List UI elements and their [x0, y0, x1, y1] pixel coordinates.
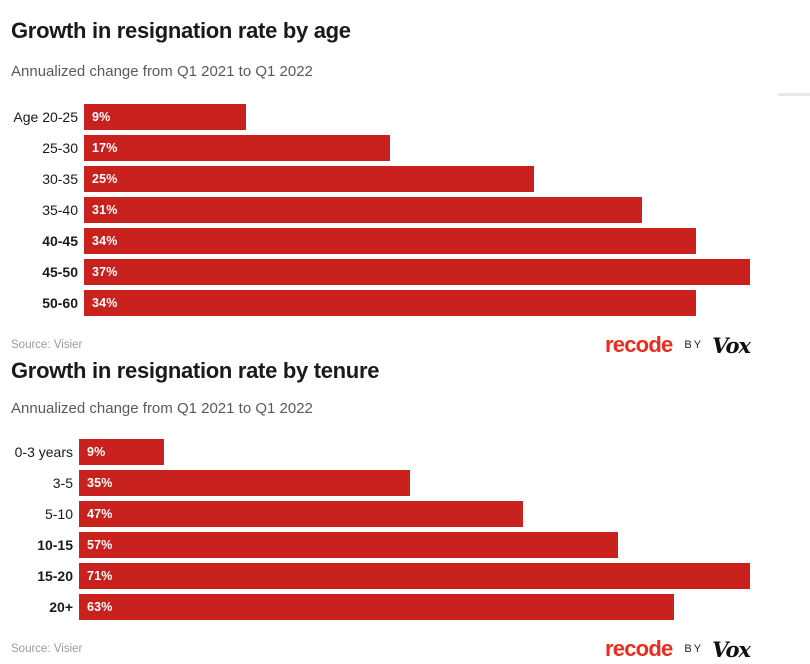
chart-row: 20+ 63%: [0, 591, 810, 622]
source-credit: Source: Visier: [11, 339, 83, 351]
chart-row: 50-60 34%: [0, 287, 810, 318]
chart-section-age: Growth in resignation rate by age Annual…: [0, 18, 810, 358]
category-label: 10-15: [37, 536, 73, 553]
by-label: BY: [684, 339, 704, 351]
bar: 9%: [79, 438, 164, 465]
category-label: 25-30: [42, 139, 78, 156]
chart-row: 45-50 37%: [0, 256, 810, 287]
recode-logo: recode: [605, 332, 673, 357]
category-label: 3-5: [52, 474, 73, 491]
chart-row: 15-20 71%: [0, 560, 810, 591]
page-title: Growth in resignation rate by age: [11, 18, 351, 43]
chart-row: 25-30 17%: [0, 132, 810, 163]
chart-row: 30-35 25%: [0, 163, 810, 194]
chart-row: 10-15 57%: [0, 529, 810, 560]
bar-value-label: 34%: [92, 233, 118, 248]
bar: 31%: [84, 196, 642, 223]
category-label: 30-35: [42, 170, 78, 187]
bar: 35%: [79, 469, 410, 496]
bar-value-label: 35%: [87, 475, 113, 490]
bar-chart-age: Age 20-25 9% 25-30 17% 30-35 25% 35-40 31% 40-45…: [0, 101, 810, 318]
bar-value-label: 47%: [87, 506, 113, 521]
category-label: 40-45: [42, 232, 78, 249]
bar-value-label: 71%: [87, 568, 113, 583]
bar: 17%: [84, 134, 390, 161]
chart-row: 3-5 35%: [0, 467, 810, 498]
bar: 57%: [79, 531, 618, 558]
category-label: 35-40: [42, 201, 78, 218]
bar-value-label: 34%: [92, 295, 118, 310]
chart-subtitle-tenure: Annualized change from Q1 2021 to Q1 202…: [11, 400, 313, 417]
category-label: 45-50: [42, 263, 78, 280]
chart-row: 35-40 31%: [0, 194, 810, 225]
recode-by-vox-logo: recode BY Vox: [605, 332, 751, 358]
bar-value-label: 57%: [87, 537, 113, 552]
category-label: 20+: [49, 598, 73, 615]
category-label: 50-60: [42, 294, 78, 311]
by-label: BY: [684, 643, 704, 655]
bar: 9%: [84, 103, 246, 130]
category-label: 15-20: [37, 567, 73, 584]
bar-value-label: 63%: [87, 599, 113, 614]
bar-value-label: 31%: [92, 202, 118, 217]
chart-row: 5-10 47%: [0, 498, 810, 529]
chart-page: Growth in resignation rate by age Annual…: [0, 18, 810, 664]
page-title-tenure: Growth in resignation rate by tenure: [11, 358, 380, 383]
chart-row: Age 20-25 9%: [0, 101, 810, 132]
bar: 71%: [79, 562, 750, 589]
bar: 34%: [84, 227, 696, 254]
bar-value-label: 25%: [92, 171, 118, 186]
bar: 47%: [79, 500, 523, 527]
bar: 63%: [79, 593, 674, 620]
category-label: 0-3 years: [14, 443, 73, 460]
chart-subtitle: Annualized change from Q1 2021 to Q1 202…: [11, 63, 313, 80]
recode-logo: recode: [605, 636, 673, 661]
bar-value-label: 17%: [92, 140, 118, 155]
category-label: Age 20-25: [13, 108, 78, 125]
vox-logo: Vox: [712, 332, 751, 358]
chart-row: 0-3 years 9%: [0, 436, 810, 467]
chart-section-tenure: Growth in resignation rate by tenure Ann…: [0, 358, 810, 662]
bar-value-label: 9%: [92, 109, 111, 124]
chart-footer: Source: Visier recode BY Vox: [0, 332, 810, 358]
bar: 34%: [84, 289, 696, 316]
bar-chart-tenure: 0-3 years 9% 3-5 35% 5-10 47% 10-15 57% 15-20 71%…: [0, 436, 810, 622]
bar-value-label: 37%: [92, 264, 118, 279]
chart-row: 40-45 34%: [0, 225, 810, 256]
source-credit: Source: Visier: [11, 643, 83, 655]
bar: 37%: [84, 258, 750, 285]
bar-value-label: 9%: [87, 444, 106, 459]
bar: 25%: [84, 165, 534, 192]
vox-logo: Vox: [712, 636, 751, 662]
chart-footer-tenure: Source: Visier recode BY Vox: [0, 636, 810, 662]
scrollbar-fragment[interactable]: [778, 93, 810, 96]
category-label: 5-10: [44, 505, 73, 522]
recode-by-vox-logo: recode BY Vox: [605, 636, 751, 662]
